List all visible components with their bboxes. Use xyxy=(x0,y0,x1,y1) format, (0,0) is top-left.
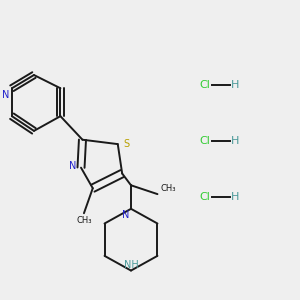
Text: N: N xyxy=(2,90,9,100)
Text: NH: NH xyxy=(124,260,138,270)
Text: H: H xyxy=(231,80,239,90)
Text: Cl: Cl xyxy=(200,80,210,90)
Text: CH₃: CH₃ xyxy=(76,216,92,225)
Text: H: H xyxy=(231,136,239,146)
Text: Cl: Cl xyxy=(200,136,210,146)
Text: N: N xyxy=(69,161,76,171)
Text: N: N xyxy=(122,210,130,220)
Text: Cl: Cl xyxy=(200,192,210,202)
Text: S: S xyxy=(123,139,129,149)
Text: H: H xyxy=(231,192,239,202)
Text: CH₃: CH₃ xyxy=(160,184,176,193)
